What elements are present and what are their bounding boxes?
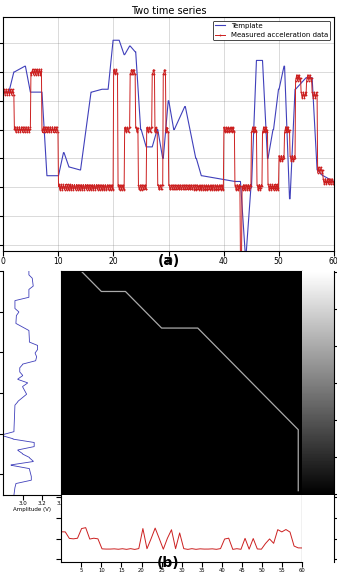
Template — [222, 176, 226, 183]
Template — [151, 140, 155, 147]
X-axis label: Time (s): Time (s) — [152, 272, 185, 280]
Measured acceleration data — [332, 178, 336, 185]
Measured acceleration data — [196, 186, 201, 193]
Measured acceleration data — [87, 186, 91, 193]
Line: Measured acceleration data: Measured acceleration data — [2, 68, 335, 260]
Legend: Template, Measured acceleration data: Template, Measured acceleration data — [213, 21, 330, 40]
Template — [196, 163, 201, 170]
Text: (a): (a) — [157, 254, 180, 268]
Template — [251, 142, 255, 148]
Text: (b): (b) — [157, 556, 180, 570]
Template — [111, 37, 115, 44]
Template — [60, 157, 64, 164]
Template — [332, 178, 336, 185]
Template — [243, 253, 247, 260]
Measured acceleration data — [31, 66, 35, 73]
Measured acceleration data — [1, 89, 5, 96]
Measured acceleration data — [239, 256, 243, 262]
Measured acceleration data — [151, 66, 155, 73]
Template — [1, 89, 5, 96]
Measured acceleration data — [60, 187, 64, 194]
Measured acceleration data — [222, 125, 226, 132]
Measured acceleration data — [251, 125, 255, 132]
Template — [86, 109, 90, 116]
Line: Template: Template — [3, 40, 334, 256]
Title: Two time series: Two time series — [131, 6, 206, 17]
X-axis label: Amplitude (V): Amplitude (V) — [13, 507, 51, 512]
